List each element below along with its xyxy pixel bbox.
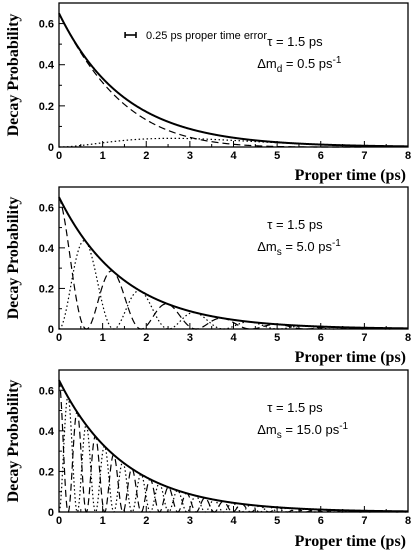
x-tick-label: 1 bbox=[100, 150, 106, 162]
x-tick-label: 1 bbox=[100, 332, 106, 344]
x-tick-label: 6 bbox=[318, 332, 324, 344]
y-tick-label: 0 bbox=[48, 324, 54, 336]
y-tick-label: 0.6 bbox=[39, 202, 54, 214]
y-tick-label: 0.4 bbox=[39, 243, 55, 255]
y-axis-label: Decay Probability bbox=[5, 197, 22, 320]
x-axis-label: Proper time (ps) bbox=[295, 167, 406, 184]
x-tick-label: 4 bbox=[230, 332, 237, 344]
x-tick-label: 8 bbox=[405, 332, 411, 344]
chart-panel-1: 0 1 2 3 4 5 6 7 8 0 0.2 0.4 0.6 Proper time (ps) Decay… bbox=[5, 2, 411, 184]
x-tick-label: 4 bbox=[230, 150, 237, 162]
legend-label: 0.25 ps proper time error bbox=[146, 30, 267, 42]
tau-annotation: τ = 1.5 ps bbox=[267, 400, 323, 415]
x-tick-label: 0 bbox=[56, 515, 62, 527]
plot-frame bbox=[58, 186, 409, 330]
x-tick-label: 5 bbox=[274, 332, 280, 344]
x-tick-label: 6 bbox=[318, 515, 324, 527]
y-tick-label: 0.4 bbox=[39, 60, 55, 72]
delta-m-annotation: Δms = 15.0 ps-1 bbox=[257, 421, 348, 441]
y-axis-label: Decay Probability bbox=[5, 380, 22, 503]
x-axis-label: Proper time (ps) bbox=[295, 533, 406, 550]
series-unmixed-curve bbox=[58, 196, 408, 330]
tau-annotation: τ = 1.5 ps bbox=[267, 34, 323, 49]
x-tick-label: 1 bbox=[100, 515, 106, 527]
x-tick-label: 7 bbox=[361, 332, 367, 344]
y-tick-label: 0 bbox=[48, 142, 54, 154]
x-tick-label: 2 bbox=[143, 515, 149, 527]
x-tick-label: 7 bbox=[361, 515, 367, 527]
x-tick-label: 0 bbox=[56, 332, 62, 344]
x-tick-label: 3 bbox=[187, 150, 193, 162]
x-axis-label: Proper time (ps) bbox=[295, 349, 406, 366]
plot-frame bbox=[58, 369, 409, 513]
series-total-curve bbox=[58, 12, 408, 148]
series-mixed-curve bbox=[58, 240, 408, 330]
x-tick-label: 5 bbox=[274, 150, 280, 162]
delta-m-annotation: Δms = 5.0 ps-1 bbox=[257, 238, 341, 258]
y-tick-label: 0.4 bbox=[39, 426, 55, 438]
x-tick-label: 2 bbox=[143, 332, 149, 344]
series-unmixed-curve bbox=[58, 379, 409, 513]
y-tick-label: 0.6 bbox=[39, 19, 54, 31]
x-tick-label: 8 bbox=[405, 515, 411, 527]
x-tick-label: 7 bbox=[361, 150, 367, 162]
x-tick-label: 2 bbox=[143, 150, 149, 162]
y-tick-label: 0.2 bbox=[39, 466, 54, 478]
x-tick-label: 0 bbox=[56, 150, 62, 162]
series-total-curve bbox=[58, 196, 408, 330]
y-tick-label: 0 bbox=[48, 507, 54, 519]
series-total-curve bbox=[58, 379, 408, 513]
x-tick-label: 5 bbox=[274, 515, 280, 527]
tau-annotation: τ = 1.5 ps bbox=[267, 217, 323, 232]
chart-panel-3: 0 1 2 3 4 5 6 7 8 0 0.2 0.4 0.6 Proper time (ps) Decay… bbox=[5, 369, 411, 550]
legend: 0.25 ps proper time error bbox=[124, 30, 267, 42]
y-tick-label: 0.6 bbox=[39, 385, 54, 397]
x-tick-label: 3 bbox=[187, 332, 193, 344]
plot-frame bbox=[58, 2, 409, 148]
x-tick-label: 4 bbox=[230, 515, 237, 527]
series-mixed-curve bbox=[58, 396, 409, 513]
y-tick-label: 0.2 bbox=[39, 101, 54, 113]
series-unmixed-curve bbox=[58, 13, 408, 148]
chart-panel-2: 0 1 2 3 4 5 6 7 8 0 0.2 0.4 0.6 Proper time (ps) Decay… bbox=[5, 186, 411, 366]
x-tick-label: 8 bbox=[405, 150, 411, 162]
delta-m-annotation: Δmd = 0.5 ps-1 bbox=[257, 55, 342, 75]
y-tick-label: 0.2 bbox=[39, 283, 54, 295]
x-tick-label: 3 bbox=[187, 515, 193, 527]
x-tick-label: 6 bbox=[318, 150, 324, 162]
y-axis-label: Decay Probability bbox=[5, 14, 22, 137]
